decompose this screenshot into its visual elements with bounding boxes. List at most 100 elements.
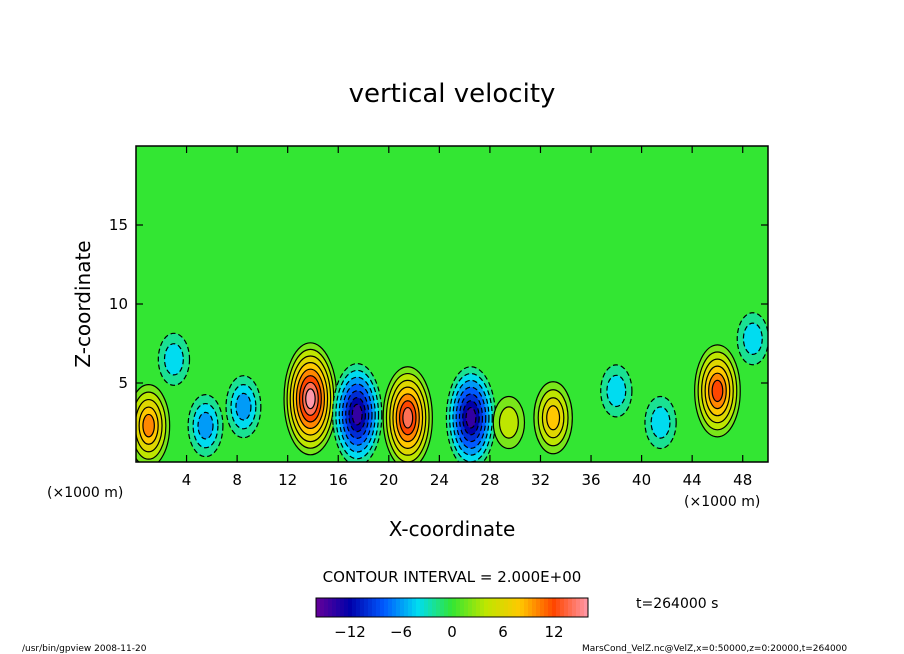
colorbar-segment <box>520 598 525 617</box>
feature-cell <box>492 395 526 450</box>
feature-cell <box>694 344 741 438</box>
feature-cell <box>332 363 383 462</box>
colorbar-segment <box>484 598 489 617</box>
colorbar-segment <box>556 598 561 617</box>
x-tick-label: 12 <box>278 471 297 489</box>
colorbar-segment <box>448 598 453 617</box>
colorbar-tick-label: −6 <box>390 623 412 641</box>
footer-left: /usr/bin/gpview 2008-11-20 <box>22 644 147 654</box>
colorbar-segment <box>408 598 413 617</box>
colorbar-segment <box>420 598 425 617</box>
colorbar-segment <box>388 598 393 617</box>
x-tick-label: 44 <box>683 471 702 489</box>
colorbar-segment <box>404 598 409 617</box>
y-axis-label: Z-coordinate <box>71 240 95 367</box>
colorbar-segment <box>572 598 577 617</box>
colorbar-segment <box>456 598 461 617</box>
colorbar-segment <box>580 598 585 617</box>
colorbar-segment <box>340 598 345 617</box>
colorbar-segment <box>328 598 333 617</box>
colorbar-segment <box>432 598 437 617</box>
colorbar-segment <box>444 598 449 617</box>
colorbar-segment <box>492 598 497 617</box>
colorbar-segment <box>376 598 381 617</box>
colorbar-segment <box>476 598 481 617</box>
colorbar-segment <box>504 598 509 617</box>
x-tick-label: 40 <box>632 471 651 489</box>
colorbar-segment <box>428 598 433 617</box>
x-tick-label: 20 <box>379 471 398 489</box>
colorbar-segment <box>320 598 325 617</box>
feature-cell <box>644 395 677 450</box>
colorbar-tick-label: 12 <box>544 623 563 641</box>
colorbar-segment <box>316 598 321 617</box>
time-label: t=264000 s <box>636 596 718 612</box>
colorbar-segment <box>396 598 401 617</box>
feature-cell <box>283 342 338 456</box>
colorbar-segment <box>460 598 465 617</box>
x-tick-label: 32 <box>531 471 550 489</box>
contour-ring <box>163 343 184 376</box>
x-tick-label: 16 <box>329 471 348 489</box>
y-ticks: 5 10 15 <box>109 216 768 392</box>
colorbar-segment <box>536 598 541 617</box>
contour-ring <box>742 322 763 355</box>
contour-interval-label: CONTOUR INTERVAL = 2.000E+00 <box>323 568 582 586</box>
y-tick-label: 5 <box>118 374 128 392</box>
colorbar-segment <box>380 598 385 617</box>
colorbar-segment <box>392 598 397 617</box>
y-tick-label: 15 <box>109 216 128 234</box>
colorbar-segment <box>568 598 573 617</box>
plot-area <box>135 145 769 463</box>
colorbar-segment <box>436 598 441 617</box>
contour-ring <box>465 406 477 429</box>
colorbar-segment <box>440 598 445 617</box>
colorbar-segment <box>332 598 337 617</box>
feature-cell <box>187 394 224 458</box>
colorbar-segment <box>488 598 493 617</box>
colorbar-segment <box>424 598 429 617</box>
contour-ring <box>197 411 214 440</box>
x-tick-label: 8 <box>232 471 242 489</box>
colorbar-segment <box>500 598 505 617</box>
contour-ring <box>711 379 724 403</box>
contour-ring <box>650 406 671 439</box>
colorbar-segment <box>560 598 565 617</box>
colorbar <box>315 597 589 618</box>
colorbar-tick-label: 6 <box>498 623 508 641</box>
x-axis-label: X-coordinate <box>389 517 516 541</box>
feature-cell <box>225 375 262 439</box>
colorbar-segment <box>552 598 557 617</box>
colorbar-segment <box>464 598 469 617</box>
colorbar-segment <box>360 598 365 617</box>
colorbar-segment <box>384 598 389 617</box>
colorbar-segment <box>400 598 405 617</box>
colorbar-segment <box>544 598 549 617</box>
colorbar-segment <box>524 598 529 617</box>
colorbar-segment <box>344 598 349 617</box>
x-tick-label: 48 <box>733 471 752 489</box>
colorbar-segment <box>372 598 377 617</box>
contour-ring <box>606 374 627 408</box>
contour-ring <box>498 406 519 439</box>
colorbar-segment <box>496 598 501 617</box>
chart-title: vertical velocity <box>349 79 556 109</box>
colorbar-segment <box>540 598 545 617</box>
x-ticks: 4 8 12 16 20 24 28 32 36 40 44 48 <box>182 146 752 489</box>
feature-cell <box>445 366 497 462</box>
x-tick-label: 28 <box>480 471 499 489</box>
colorbar-segment <box>468 598 473 617</box>
colorbar-ticks: −12 −6 0 6 12 <box>334 623 563 641</box>
contour-ring <box>142 413 155 438</box>
colorbar-segment <box>324 598 329 617</box>
feature-cell <box>136 384 171 462</box>
colorbar-segment <box>368 598 373 617</box>
contour-ring <box>546 405 561 431</box>
colorbar-segment <box>412 598 417 617</box>
contour-ring <box>305 388 316 410</box>
footer-right: MarsCond_VelZ.nc@VelZ,x=0:50000,z=0:2000… <box>582 644 847 654</box>
colorbar-frame <box>315 597 589 618</box>
contour-ring <box>235 392 252 421</box>
colorbar-segment <box>352 598 357 617</box>
colorbar-segment <box>516 598 521 617</box>
